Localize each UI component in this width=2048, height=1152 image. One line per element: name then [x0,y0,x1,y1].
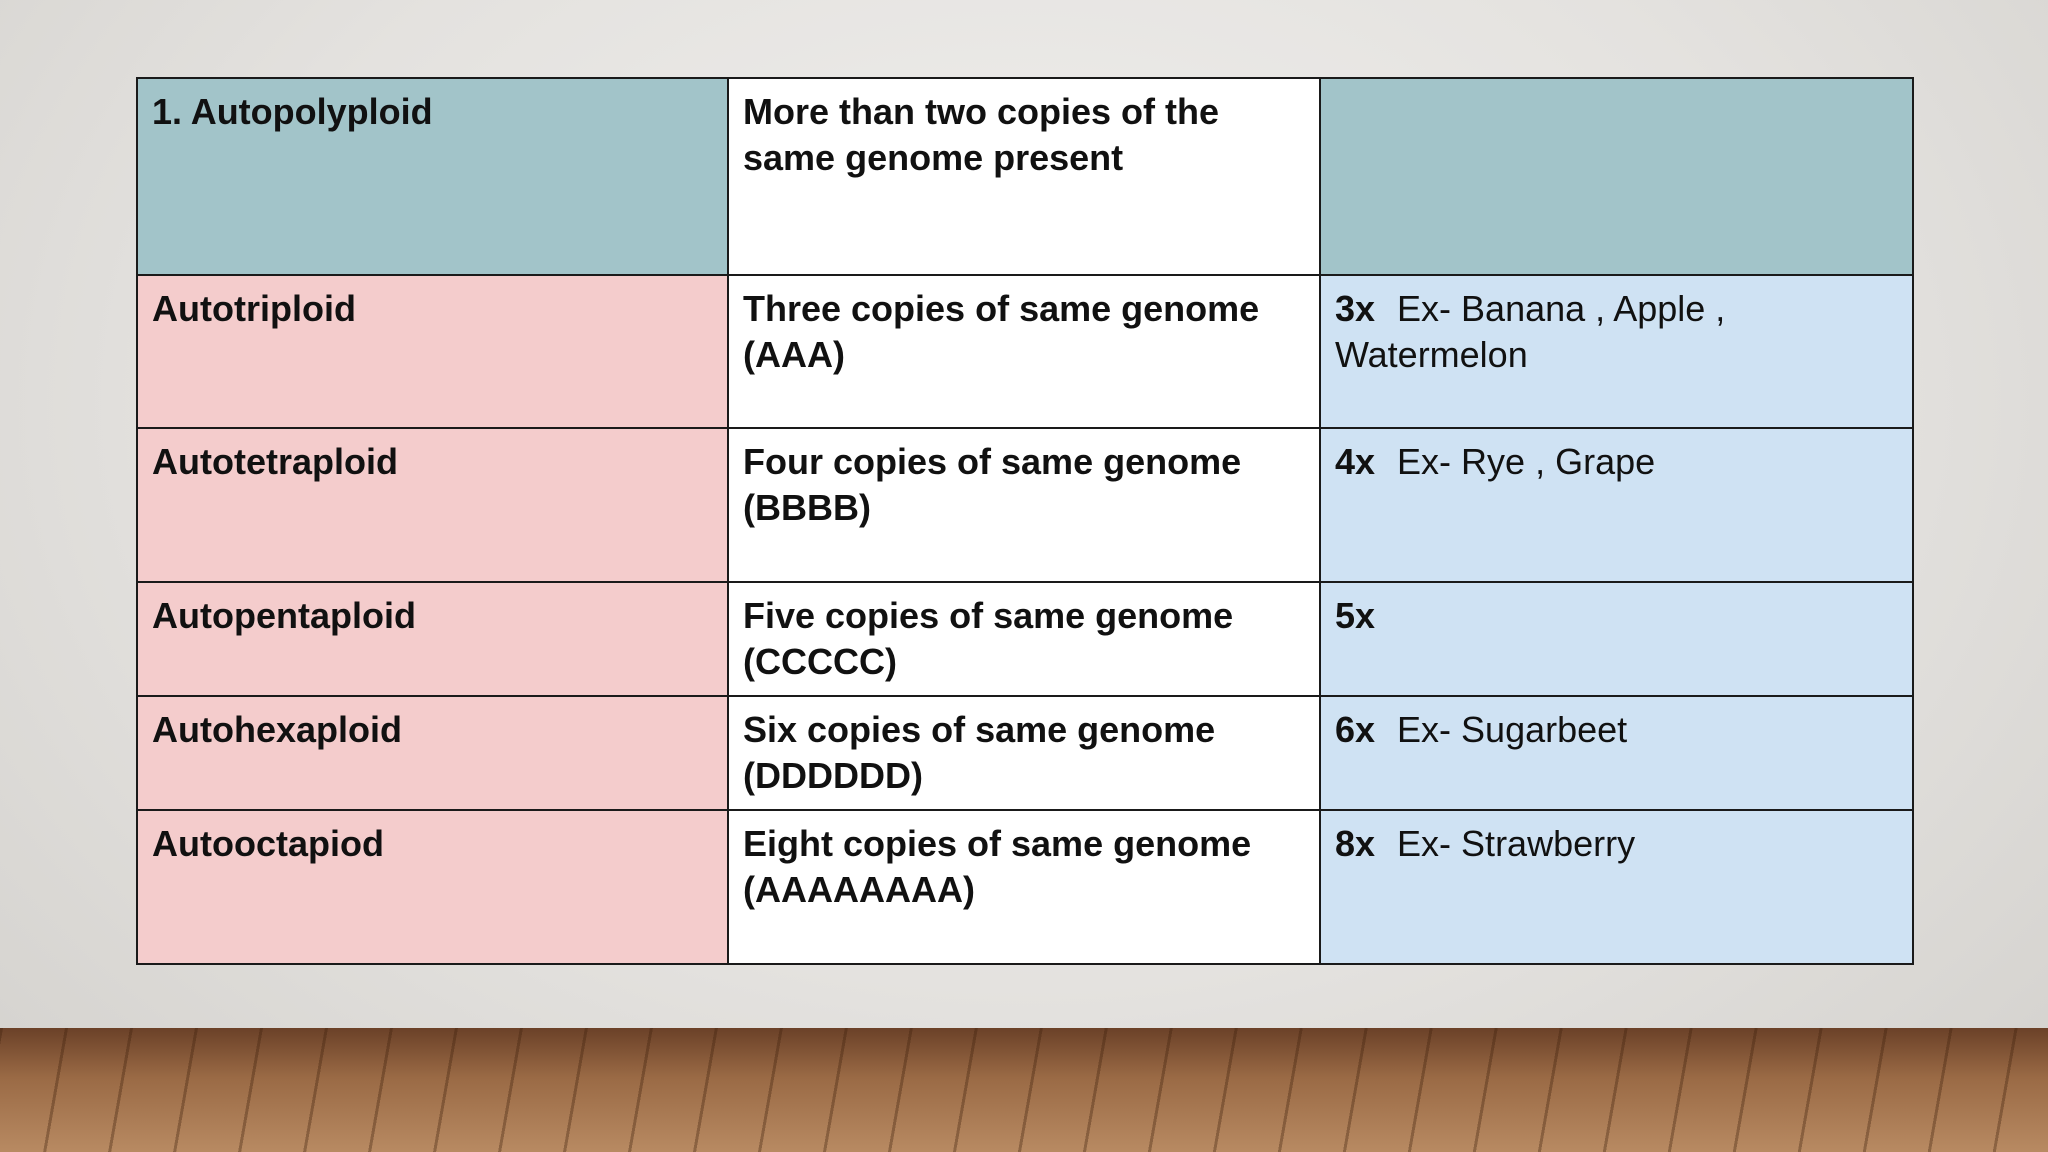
description: Three copies of same genome [743,288,1260,329]
name-cell: Autotetraploid [136,427,729,583]
description: Eight copies of same genome [743,823,1252,864]
table-body: 1. Autopolyploid More than two copies of … [136,77,1914,965]
description: Four copies of same genome [743,441,1242,482]
genome-formula: (CCCCC) [743,641,897,682]
description-cell: More than two copies of the same genome … [727,77,1321,276]
name-cell: Autotriploid [136,274,729,429]
genome-formula: (BBBB) [743,487,871,528]
polyploid-table: 1. Autopolyploid More than two copies of … [136,77,1914,965]
type-name: Autotriploid [152,288,356,329]
name-cell: Autooctapiod [136,809,729,965]
description-cell: Eight copies of same genome (AAAAAAAA) [727,809,1321,965]
ploidy-level: 5x [1335,595,1376,636]
description: More than two copies of the same genome … [743,91,1220,178]
example: Ex- Strawberry [1397,823,1636,864]
table-row: 1. Autopolyploid More than two copies of … [136,77,1914,276]
table-row: Autopentaploid Five copies of same genome… [136,581,1914,697]
table-row: Autotetraploid Four copies of same genome… [136,427,1914,583]
type-name: 1. Autopolyploid [152,91,433,132]
description-cell: Three copies of same genome (AAA) [727,274,1321,429]
example: Ex- Banana , Apple , Watermelon [1335,288,1726,375]
example-cell: 6x Ex- Sugarbeet [1319,695,1914,811]
type-name: Autopentaploid [152,595,416,636]
example-cell: 4x Ex- Rye , Grape [1319,427,1914,583]
example: Ex- Rye , Grape [1397,441,1656,482]
type-name: Autotetraploid [152,441,398,482]
example: Ex- Sugarbeet [1397,709,1628,750]
genome-formula: (DDDDDD) [743,755,923,796]
name-cell: Autopentaploid [136,581,729,697]
type-name: Autohexaploid [152,709,402,750]
table-row: Autooctapiod Eight copies of same genome (… [136,809,1914,965]
genome-formula: (AAAAAAAA) [743,869,975,910]
description: Six copies of same genome [743,709,1216,750]
ploidy-level: 6x [1335,709,1376,750]
ploidy-level: 3x [1335,288,1376,329]
example-cell: 3x Ex- Banana , Apple , Watermelon [1319,274,1914,429]
ploidy-level: 4x [1335,441,1376,482]
description: Five copies of same genome [743,595,1234,636]
table-row: Autohexaploid Six copies of same genome (D… [136,695,1914,811]
example-cell: 8x Ex- Strawberry [1319,809,1914,965]
table-row: Autotriploid Three copies of same genome (… [136,274,1914,429]
wood-floor [0,1028,2048,1152]
description-cell: Four copies of same genome (BBBB) [727,427,1321,583]
description-cell: Five copies of same genome (CCCCC) [727,581,1321,697]
example-cell: 5x [1319,581,1914,697]
example-cell [1319,77,1914,276]
name-cell: 1. Autopolyploid [136,77,729,276]
name-cell: Autohexaploid [136,695,729,811]
type-name: Autooctapiod [152,823,384,864]
ploidy-level: 8x [1335,823,1376,864]
description-cell: Six copies of same genome (DDDDDD) [727,695,1321,811]
genome-formula: (AAA) [743,334,845,375]
